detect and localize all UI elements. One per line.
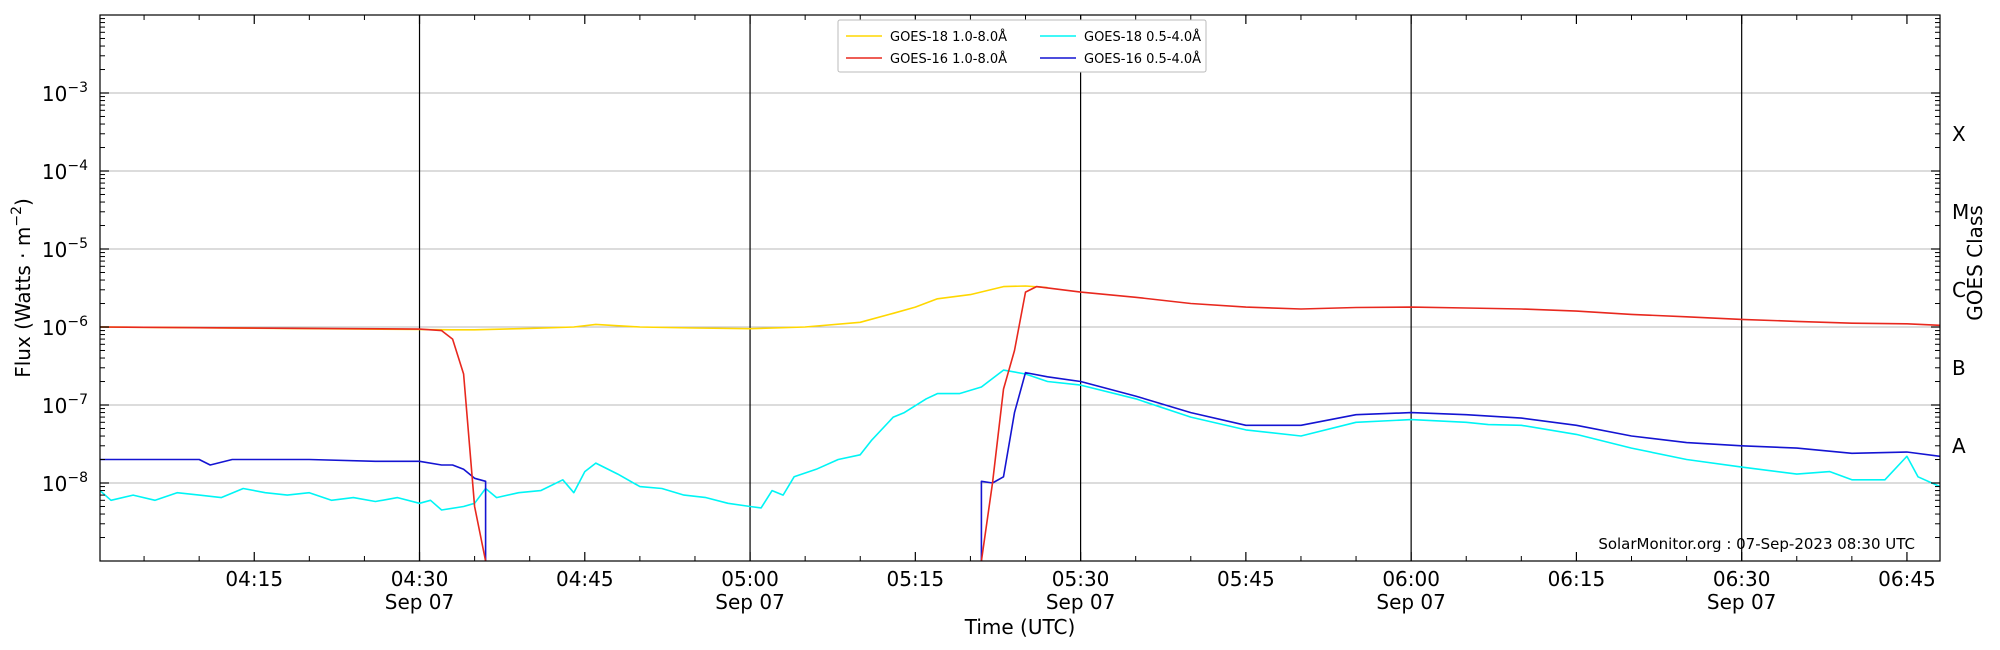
y-tick-label: 10−7 <box>42 392 88 418</box>
y-tick-label: 10−6 <box>42 314 88 340</box>
x-tick-label: 04:45 <box>556 567 614 591</box>
x-tick-label: 06:00 <box>1382 567 1440 591</box>
y-tick-base: 10 <box>42 394 67 418</box>
vertical-day-lines <box>418 15 1743 561</box>
y-tick-base: 10 <box>42 316 67 340</box>
series-layer <box>100 285 1940 561</box>
series-line-goes-18-1-0-8-0 <box>100 285 1048 331</box>
x-tick-date-label: Sep 07 <box>1046 590 1116 614</box>
goes-class-label: A <box>1952 434 1966 458</box>
legend-label: GOES-18 0.5-4.0Å <box>1084 29 1201 45</box>
series-line-goes-18-0-5-4-0 <box>100 369 1940 511</box>
y-tick-base: 10 <box>42 160 67 184</box>
x-tick-date-label: Sep 07 <box>1376 590 1446 614</box>
plot-frame <box>99 14 1941 562</box>
goes-class-label: X <box>1952 122 1966 146</box>
x-tick-label: 04:15 <box>225 567 283 591</box>
goes-class-label: B <box>1952 356 1966 380</box>
x-tick-label: 06:15 <box>1548 567 1606 591</box>
legend-box <box>837 19 1207 73</box>
x-tick-date-label: Sep 07 <box>385 590 455 614</box>
legend-label: GOES-16 0.5-4.0Å <box>1084 51 1201 67</box>
y-tick-exponent: −3 <box>67 80 88 96</box>
y-tick-label: 10−4 <box>42 158 88 184</box>
x-tick-date-label: Sep 07 <box>715 590 785 614</box>
x-axis-title: Time (UTC) <box>964 615 1076 639</box>
y-tick-exponent: −8 <box>67 470 88 486</box>
goes-class-label: M <box>1952 200 1969 224</box>
goes-class-label: C <box>1952 278 1966 302</box>
legend-label: GOES-16 1.0-8.0Å <box>890 51 1007 67</box>
series-line-goes-16-0-5-4-0 <box>100 371 1940 561</box>
y-tick-base: 10 <box>42 472 67 496</box>
y-tick-exponent: −5 <box>67 236 88 252</box>
grid-layer <box>100 92 1940 484</box>
x-tick-label: 05:15 <box>887 567 945 591</box>
y-tick-label: 10−3 <box>42 80 88 106</box>
y-tick-base: 10 <box>42 238 67 262</box>
x-tick-label: 06:45 <box>1878 567 1936 591</box>
y-tick-exponent: −6 <box>67 314 88 330</box>
x-tick-date-label: Sep 07 <box>1707 590 1777 614</box>
x-tick-label: 05:45 <box>1217 567 1275 591</box>
y-axis-title-exponent: −2 <box>9 206 25 227</box>
y-tick-exponent: −4 <box>67 158 88 174</box>
y-axis-title-close: ) <box>11 198 35 206</box>
y-tick-label: 10−5 <box>42 236 88 262</box>
x-tick-label: 05:00 <box>721 567 779 591</box>
y-axis-title-text: Flux (Watts · m <box>11 227 35 378</box>
credit-text: SolarMonitor.org : 07-Sep-2023 08:30 UTC <box>1598 535 1915 553</box>
goes-class-axis-title: GOES Class <box>1963 205 1987 321</box>
series-line-goes-16-1-0-8-0 <box>100 285 1940 561</box>
x-tick-label: 06:30 <box>1713 567 1771 591</box>
x-tick-label: 04:30 <box>391 567 449 591</box>
y-tick-exponent: −7 <box>67 392 88 408</box>
y-tick-label: 10−8 <box>42 470 88 496</box>
y-tick-base: 10 <box>42 82 67 106</box>
y-axis-title: Flux (Watts · m−2) <box>9 198 35 378</box>
legend-label: GOES-18 1.0-8.0Å <box>890 29 1007 45</box>
legend: GOES-18 1.0-8.0Å GOES-18 0.5-4.0Å GOES-16 … <box>837 19 1207 73</box>
tick-layer <box>100 15 1940 561</box>
x-tick-label: 05:30 <box>1052 567 1110 591</box>
